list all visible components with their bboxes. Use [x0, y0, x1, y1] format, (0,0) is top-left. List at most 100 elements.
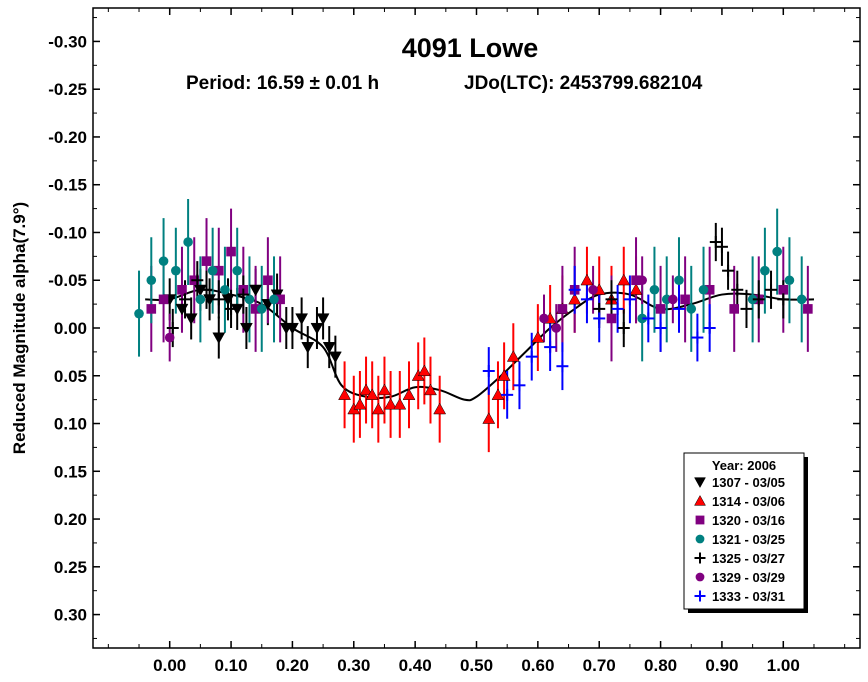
legend-marker	[695, 534, 705, 544]
y-tick-label: 0.00	[54, 319, 87, 338]
data-point	[740, 302, 753, 315]
data-point	[497, 369, 511, 381]
data-point	[249, 284, 263, 297]
data-point	[183, 237, 193, 247]
x-tick-label: 0.90	[705, 656, 738, 675]
data-point	[237, 288, 250, 301]
x-tick-label: 0.60	[521, 656, 554, 675]
data-point	[184, 313, 198, 325]
data-point	[365, 388, 379, 400]
data-point	[777, 293, 790, 306]
data-point	[674, 275, 684, 286]
data-point	[784, 275, 795, 286]
y-tick-label: 0.20	[54, 510, 87, 529]
x-tick-label: 0.10	[215, 656, 248, 675]
legend-entry-label: 1325 - 03/27	[712, 551, 785, 566]
x-tick-label: 0.40	[399, 656, 432, 675]
data-point	[134, 308, 144, 319]
data-point	[378, 383, 391, 396]
data-point	[232, 265, 242, 276]
data-point	[655, 304, 666, 314]
data-point	[637, 313, 647, 324]
data-point	[698, 284, 709, 295]
data-point	[179, 293, 192, 306]
data-point	[629, 283, 643, 295]
y-tick-label: 0.25	[54, 558, 87, 577]
data-point	[680, 294, 690, 305]
y-tick-label: 0.05	[54, 367, 87, 386]
data-point	[212, 293, 225, 306]
data-point	[593, 312, 606, 325]
epoch-label: JDo(LTC): 2453799.682104	[464, 73, 703, 94]
data-point	[686, 304, 697, 314]
data-point	[200, 283, 213, 296]
legend-entry-label: 1307 - 03/05	[712, 475, 785, 490]
data-point	[250, 304, 261, 314]
data-point	[338, 388, 352, 400]
data-point	[617, 322, 630, 334]
data-point	[158, 256, 169, 266]
data-point	[668, 294, 678, 305]
data-point	[177, 284, 187, 295]
data-point	[322, 342, 336, 354]
data-point	[531, 331, 545, 343]
x-tick-label: 0.00	[153, 656, 186, 675]
data-point	[580, 293, 593, 306]
data-point	[654, 322, 667, 334]
data-point	[649, 284, 660, 295]
data-point	[491, 388, 505, 400]
legend-marker	[694, 477, 706, 489]
data-point	[482, 412, 496, 424]
legend-entry-label: 1320 - 03/16	[712, 513, 785, 528]
data-point	[371, 402, 385, 415]
legend-shadow	[688, 609, 808, 613]
legend-entries: 1307 - 03/05 1314 - 03/06 1320 - 03/16 1321…	[694, 475, 785, 604]
y-tick-label: 0.30	[54, 606, 87, 625]
x-tick-label: 1.00	[767, 656, 800, 675]
data-point	[672, 302, 685, 315]
x-tick-label: 0.80	[644, 656, 677, 675]
data-point	[212, 332, 226, 345]
data-point	[704, 284, 715, 295]
data-point	[551, 323, 562, 333]
legend-title: Year: 2006	[712, 458, 776, 473]
data-point	[225, 302, 238, 315]
data-point	[417, 364, 431, 377]
data-point	[285, 322, 299, 335]
data-point	[201, 256, 212, 266]
data-point	[256, 304, 267, 314]
error-bar-layer	[138, 199, 809, 453]
data-point	[269, 294, 279, 305]
data-point	[539, 313, 549, 324]
data-point	[580, 273, 594, 286]
data-point	[623, 293, 636, 306]
y-tick-label: 0.10	[54, 415, 87, 434]
data-point	[328, 351, 342, 364]
legend-marker	[694, 590, 706, 602]
data-point	[611, 302, 624, 315]
legend-shadow	[804, 457, 808, 613]
y-axis: -0.30 -0.25 -0.20 -0.15 -0.10 -0.05 0.00 0.05 0.…	[48, 17, 860, 639]
data-point	[221, 294, 235, 306]
data-point	[617, 273, 631, 286]
data-point	[606, 313, 617, 324]
data-point	[709, 236, 722, 249]
y-tick-label: -0.10	[48, 223, 87, 242]
x-tick-label: 0.50	[460, 656, 493, 675]
data-point	[605, 293, 618, 306]
data-point	[301, 342, 315, 354]
data-point	[146, 275, 157, 286]
x-tick-label: 0.70	[583, 656, 616, 675]
data-point	[715, 240, 728, 253]
y-tick-label: -0.05	[48, 271, 87, 290]
legend-entry-label: 1321 - 03/25	[712, 532, 785, 547]
data-point	[796, 294, 807, 305]
data-point	[166, 322, 179, 334]
data-point	[642, 312, 655, 325]
y-tick-label: -0.15	[48, 176, 87, 195]
y-tick-label: -0.20	[48, 128, 87, 147]
data-point	[772, 246, 782, 257]
data-point	[778, 284, 789, 295]
y-tick-label: -0.30	[48, 32, 87, 51]
